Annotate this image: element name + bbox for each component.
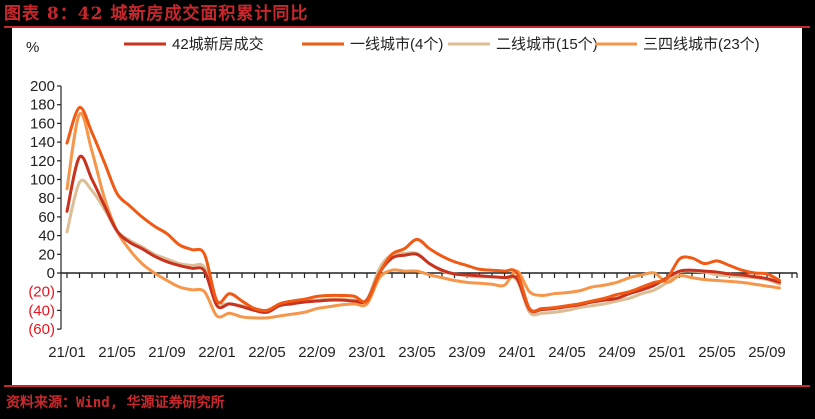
y-tick-label: (60) [28,321,55,338]
y-tick-label: (20) [28,284,55,301]
legend-label: 二线城市(15个) [496,36,598,53]
x-tick-label: 23/05 [398,344,436,361]
series-line [65,106,781,313]
x-tick-label: 22/09 [298,344,336,361]
y-tick-label: 60 [38,209,55,226]
x-tick-label: 24/05 [548,344,586,361]
line-chart: 200180160140120100806040200(20)(40)(60)%… [26,35,798,361]
x-tick-label: 23/09 [448,344,486,361]
y-tick-label: 100 [30,172,55,189]
title-divider [4,26,810,28]
series-line [65,178,781,317]
y-tick-label: 200 [30,78,55,95]
y-tick-label: 180 [30,97,55,114]
x-tick-label: 25/01 [648,344,686,361]
x-tick-label: 23/01 [348,344,386,361]
y-tick-label: 40 [38,228,55,245]
x-tick-label: 24/01 [498,344,536,361]
x-tick-label: 22/01 [198,344,236,361]
y-unit-label: % [26,39,39,56]
y-tick-label: 120 [30,153,55,170]
y-tick-label: 160 [30,115,55,132]
y-tick-label: (40) [28,302,55,319]
y-tick-label: 20 [38,246,55,263]
figure-title: 图表 8：42 城新房成交面积累计同比 [4,4,309,24]
chart-panel: 200 180 160 140 120 100 80 60 40 20 0 (20) (40) (60)%… [12,28,802,385]
x-tick-label: 21/05 [98,344,136,361]
series-line [65,111,781,320]
legend-label: 42城新房成交 [172,35,264,53]
y-tick-label: 0 [47,265,55,282]
x-tick-label: 25/05 [698,344,736,361]
source-divider [4,385,810,387]
legend-label: 一线城市(4个) [350,36,443,53]
x-tick-label: 22/05 [248,344,286,361]
legend-label: 三四线城市(23个) [643,36,760,53]
x-tick-label: 24/09 [598,344,636,361]
source-note: 资料来源：Wind, 华源证券研究所 [6,395,225,411]
x-tick-label: 21/09 [148,344,186,361]
y-tick-label: 80 [38,190,55,207]
x-tick-label: 21/01 [48,344,86,361]
series-line [65,154,781,314]
y-tick-label: 140 [30,134,55,151]
x-tick-label: 25/09 [748,344,786,361]
